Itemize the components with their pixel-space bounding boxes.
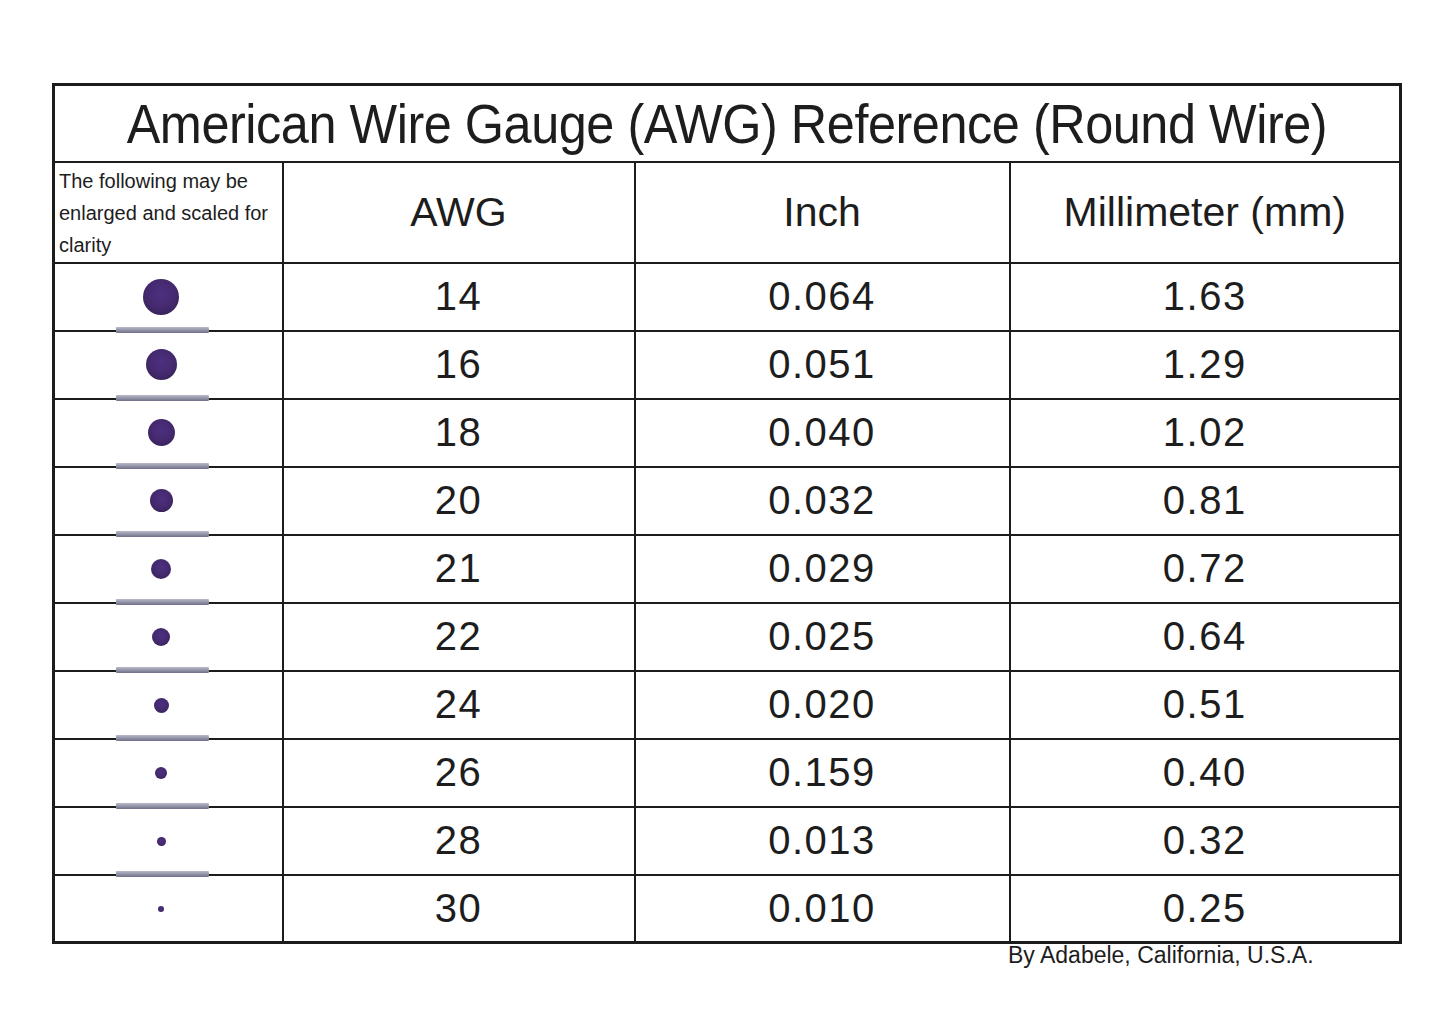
inch-value: 0.013 xyxy=(635,807,1010,875)
separator-line xyxy=(116,531,209,537)
awg-value: 28 xyxy=(283,807,635,875)
mm-value: 1.02 xyxy=(1010,399,1401,467)
inch-value: 0.025 xyxy=(635,603,1010,671)
inch-value: 0.159 xyxy=(635,739,1010,807)
table-row: 26 0.159 0.40 xyxy=(54,739,1401,807)
inch-value: 0.020 xyxy=(635,671,1010,739)
wire-dot-cell xyxy=(54,603,283,671)
wire-size-dot-icon xyxy=(150,489,173,512)
separator-line xyxy=(116,599,209,605)
table-row: 28 0.013 0.32 xyxy=(54,807,1401,875)
mm-value: 0.72 xyxy=(1010,535,1401,603)
mm-value: 0.40 xyxy=(1010,739,1401,807)
mm-value: 0.51 xyxy=(1010,671,1401,739)
inch-value: 0.040 xyxy=(635,399,1010,467)
mm-value: 1.63 xyxy=(1010,263,1401,331)
separator-line xyxy=(116,463,209,469)
inch-value: 0.029 xyxy=(635,535,1010,603)
column-header-inch: Inch xyxy=(635,162,1010,263)
wire-dot-cell xyxy=(54,535,283,603)
note-text: The following may be enlarged and scaled… xyxy=(54,162,283,263)
mm-value: 0.81 xyxy=(1010,467,1401,535)
awg-value: 16 xyxy=(283,331,635,399)
awg-value: 21 xyxy=(283,535,635,603)
table-body: 14 0.064 1.63 16 0.051 1.29 18 0.040 1.0… xyxy=(54,263,1401,943)
wire-size-dot-icon xyxy=(157,837,166,846)
table-row: 24 0.020 0.51 xyxy=(54,671,1401,739)
awg-value: 26 xyxy=(283,739,635,807)
table-row: 20 0.032 0.81 xyxy=(54,467,1401,535)
wire-size-dot-icon xyxy=(154,698,169,713)
header-row: The following may be enlarged and scaled… xyxy=(54,162,1401,263)
separator-line xyxy=(116,395,209,401)
mm-value: 1.29 xyxy=(1010,331,1401,399)
inch-value: 0.051 xyxy=(635,331,1010,399)
separator-line xyxy=(116,803,209,809)
wire-dot-cell xyxy=(54,739,283,807)
wire-dot-cell xyxy=(54,807,283,875)
wire-size-dot-icon xyxy=(143,279,179,315)
wire-size-dot-icon xyxy=(158,906,164,912)
wire-size-dot-icon xyxy=(155,767,167,779)
separator-line xyxy=(116,871,209,877)
wire-dot-cell xyxy=(54,671,283,739)
awg-value: 22 xyxy=(283,603,635,671)
page-title: American Wire Gauge (AWG) Reference (Rou… xyxy=(127,91,1327,156)
wire-dot-cell xyxy=(54,875,283,943)
awg-reference-table: American Wire Gauge (AWG) Reference (Rou… xyxy=(52,83,1402,944)
table-row: 21 0.029 0.72 xyxy=(54,535,1401,603)
wire-dot-cell xyxy=(54,399,283,467)
awg-value: 20 xyxy=(283,467,635,535)
awg-value: 30 xyxy=(283,875,635,943)
mm-value: 0.32 xyxy=(1010,807,1401,875)
title-row: American Wire Gauge (AWG) Reference (Rou… xyxy=(54,85,1401,162)
table-row: 22 0.025 0.64 xyxy=(54,603,1401,671)
inch-value: 0.032 xyxy=(635,467,1010,535)
awg-value: 18 xyxy=(283,399,635,467)
attribution-text: By Adabele, California, U.S.A. xyxy=(1008,942,1408,969)
separator-line xyxy=(116,735,209,741)
mm-value: 0.64 xyxy=(1010,603,1401,671)
table-row: 14 0.064 1.63 xyxy=(54,263,1401,331)
table-row: 18 0.040 1.02 xyxy=(54,399,1401,467)
table-row: 30 0.010 0.25 xyxy=(54,875,1401,943)
inch-value: 0.064 xyxy=(635,263,1010,331)
separator-line xyxy=(116,667,209,673)
awg-value: 14 xyxy=(283,263,635,331)
inch-value: 0.010 xyxy=(635,875,1010,943)
awg-value: 24 xyxy=(283,671,635,739)
mm-value: 0.25 xyxy=(1010,875,1401,943)
wire-size-dot-icon xyxy=(148,419,175,446)
wire-size-dot-icon xyxy=(152,628,170,646)
wire-dot-cell xyxy=(54,467,283,535)
column-header-awg: AWG xyxy=(283,162,635,263)
separator-line xyxy=(116,327,209,333)
wire-dot-cell xyxy=(54,263,283,331)
wire-size-dot-icon xyxy=(151,559,171,579)
wire-size-dot-icon xyxy=(146,349,177,380)
table-row: 16 0.051 1.29 xyxy=(54,331,1401,399)
column-header-millimeter: Millimeter (mm) xyxy=(1010,162,1401,263)
wire-dot-cell xyxy=(54,331,283,399)
page: American Wire Gauge (AWG) Reference (Rou… xyxy=(0,0,1445,1017)
table-title-cell: American Wire Gauge (AWG) Reference (Rou… xyxy=(54,85,1401,162)
